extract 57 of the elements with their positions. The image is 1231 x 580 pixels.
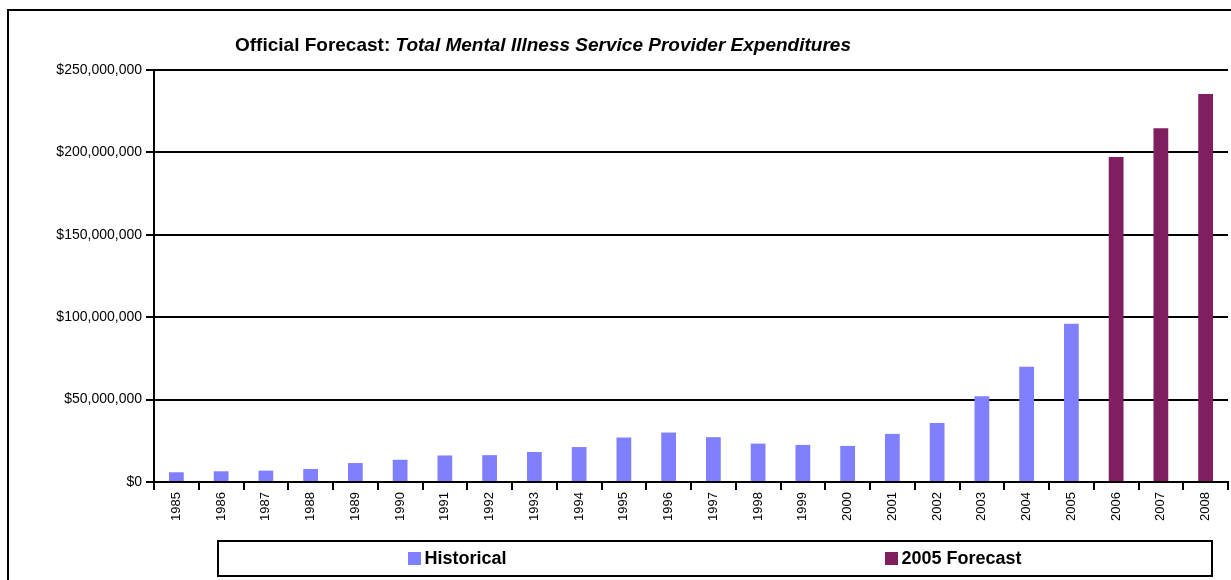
x-tick-label: 1999 bbox=[794, 492, 810, 521]
x-tick-label: 2003 bbox=[973, 492, 989, 521]
bar bbox=[750, 443, 766, 481]
x-tick-label: 1986 bbox=[212, 492, 228, 521]
x-tick-label: 1987 bbox=[257, 492, 273, 521]
bar bbox=[347, 463, 363, 481]
x-tick-label: 2004 bbox=[1018, 492, 1034, 521]
x-tick-label: 1998 bbox=[749, 492, 765, 521]
y-tick-label: $250,000,000 bbox=[56, 60, 143, 77]
y-tick-label: $150,000,000 bbox=[56, 225, 143, 242]
x-tick-label: 1989 bbox=[346, 492, 362, 521]
x-tick-label: 2000 bbox=[839, 492, 855, 521]
x-tick-label: 1993 bbox=[525, 492, 541, 521]
bar bbox=[1153, 128, 1169, 481]
y-tick-label: $0 bbox=[126, 472, 143, 489]
bar bbox=[1019, 366, 1035, 481]
y-tick-label: $100,000,000 bbox=[56, 308, 143, 325]
bar bbox=[437, 455, 453, 481]
x-tick-label: 1990 bbox=[391, 492, 407, 521]
x-tick-label: 1996 bbox=[660, 492, 676, 521]
y-tick-label: $200,000,000 bbox=[56, 143, 143, 160]
bar bbox=[482, 455, 498, 481]
bar bbox=[1198, 94, 1214, 481]
bar bbox=[1108, 157, 1124, 481]
x-tick-label: 1997 bbox=[704, 492, 720, 521]
x-tick-label: 1994 bbox=[570, 492, 586, 521]
bar bbox=[929, 423, 945, 481]
x-tick-label: 1995 bbox=[615, 492, 631, 521]
bar bbox=[884, 433, 900, 481]
bar bbox=[795, 444, 811, 481]
legend-label: Historical bbox=[424, 548, 507, 569]
legend-label: 2005 Forecast bbox=[901, 548, 1022, 569]
x-tick-label: 2001 bbox=[883, 492, 899, 521]
bar bbox=[526, 452, 542, 481]
bar bbox=[705, 437, 721, 481]
x-tick-label: 1985 bbox=[167, 492, 183, 521]
x-tick-label: 1991 bbox=[436, 492, 452, 521]
x-tick-label: 2002 bbox=[928, 492, 944, 521]
bar bbox=[168, 472, 184, 481]
x-tick-label: 2006 bbox=[1107, 492, 1123, 521]
bar bbox=[661, 432, 677, 481]
bar bbox=[258, 470, 274, 481]
bar bbox=[840, 445, 856, 481]
chart-title: Official Forecast: Total Mental Illness Service Provider Expenditures bbox=[235, 34, 851, 55]
bar bbox=[303, 468, 319, 481]
x-tick-label: 2007 bbox=[1152, 492, 1168, 521]
bar bbox=[571, 447, 587, 481]
bar bbox=[974, 396, 990, 481]
x-tick-label: 2005 bbox=[1062, 492, 1078, 521]
x-tick-label: 2008 bbox=[1197, 492, 1213, 521]
bar bbox=[213, 471, 229, 481]
bar bbox=[392, 459, 408, 481]
bar bbox=[616, 437, 632, 481]
x-tick-label: 1988 bbox=[302, 492, 318, 521]
x-tick-label: 1992 bbox=[481, 492, 497, 521]
bar bbox=[1063, 323, 1079, 481]
y-tick-label: $50,000,000 bbox=[64, 390, 143, 407]
